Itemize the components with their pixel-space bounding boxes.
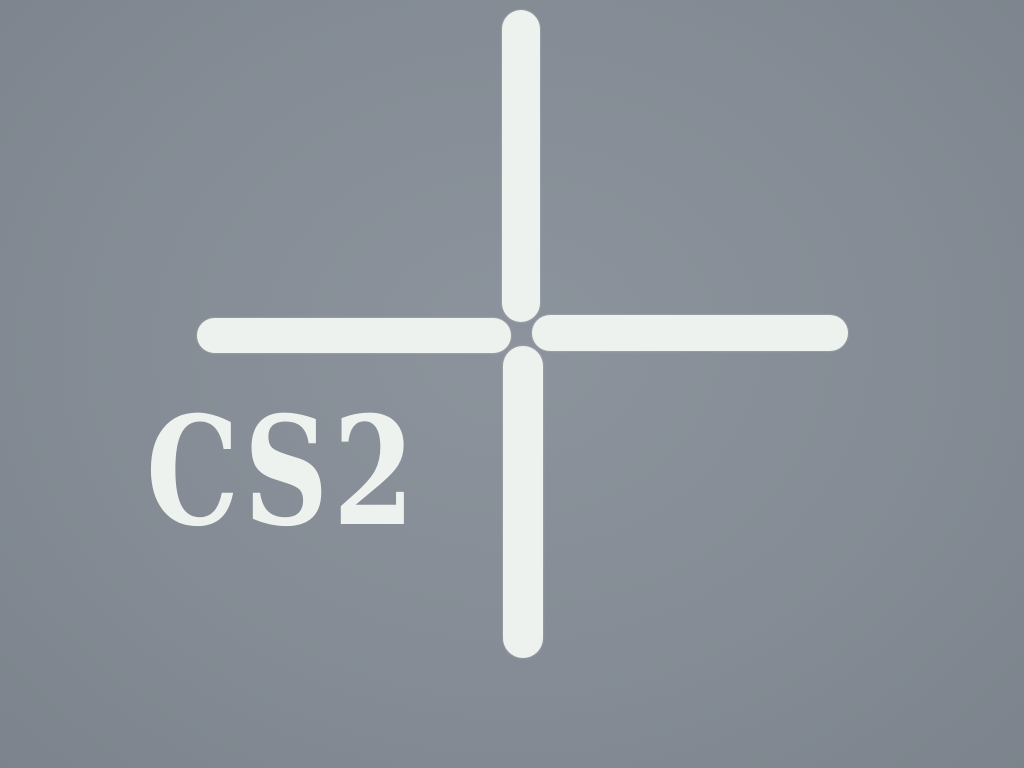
crosshair-left-arm xyxy=(197,318,511,353)
crosshair-right-arm xyxy=(532,315,848,351)
stencil-label: CS2 xyxy=(146,384,420,560)
crosshair-bottom-arm xyxy=(503,346,543,658)
crosshair-top-arm xyxy=(502,10,540,322)
